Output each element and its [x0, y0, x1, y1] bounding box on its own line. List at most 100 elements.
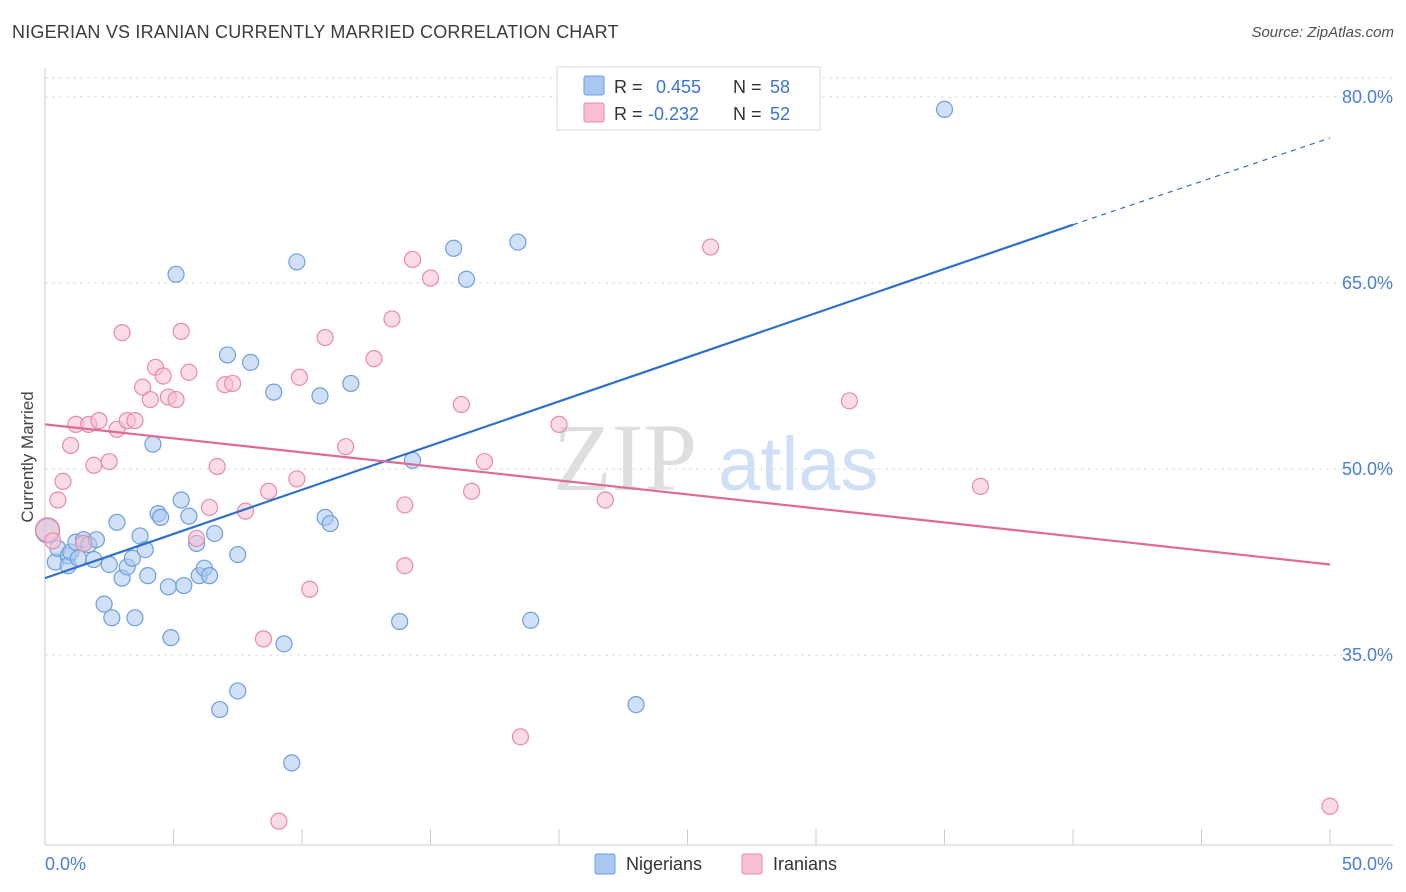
stats-legend: R = 0.455 N = 58 R = -0.232 N = 52 — [556, 66, 821, 131]
nigerian-point — [229, 682, 247, 700]
iranian-point — [62, 436, 80, 455]
iranian-point — [141, 390, 159, 409]
iranian-point — [301, 580, 319, 598]
nigerian-point — [167, 265, 185, 283]
legend-swatch-pink — [583, 102, 605, 123]
nigerian-point — [126, 609, 144, 627]
iranian-point — [200, 498, 219, 517]
axes — [44, 68, 1393, 846]
nigerian-point — [218, 346, 237, 364]
nigerian-point — [457, 270, 476, 288]
nigerian-point — [200, 567, 219, 585]
iranian-point — [316, 328, 334, 347]
legend-swatch-blue — [583, 75, 605, 96]
iranian-point — [452, 395, 470, 414]
y-tick-label-35: 35.0% — [1342, 645, 1393, 665]
iranian-point — [113, 324, 131, 342]
legend-n-label-1: N = — [733, 77, 762, 97]
iranian-point — [100, 452, 118, 471]
iranian-point — [74, 534, 93, 553]
iranian-point — [54, 472, 72, 490]
series-legend: Nigerians Iranians — [594, 853, 837, 875]
watermark-zip: ZIP — [553, 404, 697, 511]
nigerian-point — [103, 609, 121, 627]
nigerians-points — [34, 100, 954, 772]
iranian-point — [167, 390, 185, 409]
iranians-points — [34, 238, 1339, 830]
nigerian-point — [152, 508, 170, 526]
iranian-point — [259, 482, 278, 500]
legend-r-label-1: R = — [614, 77, 643, 97]
iranian-point — [702, 238, 720, 256]
nigerian-point — [144, 435, 162, 453]
nigerian-point — [627, 695, 645, 714]
nigerian-point — [509, 233, 527, 251]
nigerian-point — [445, 239, 463, 257]
nigerian-point — [172, 491, 190, 509]
iranian-point — [1321, 797, 1339, 815]
iranian-point — [596, 491, 614, 509]
nigerian-point — [123, 549, 141, 567]
iranian-point — [288, 470, 306, 488]
iranian-point — [337, 438, 355, 456]
nigerian-point — [95, 595, 113, 613]
nigerian-point — [229, 545, 247, 564]
watermark-atlas: atlas — [718, 422, 879, 507]
nigerian-point — [162, 629, 180, 647]
iranian-point — [134, 378, 152, 396]
legend-iranians-swatch[interactable] — [741, 853, 763, 875]
trend-lines — [44, 137, 1331, 580]
nigerian-point — [275, 635, 293, 653]
iranian-point — [85, 456, 103, 474]
nigerian-point — [139, 567, 157, 585]
iranian-point — [463, 482, 481, 500]
nigerian-point — [391, 612, 409, 631]
nigerian-point — [242, 353, 260, 371]
nigerians-trend-line — [44, 223, 1074, 580]
x-tick-label-max: 50.0% — [1342, 854, 1393, 874]
nigerians-trend-extension — [1072, 137, 1331, 226]
iranian-point — [172, 322, 190, 340]
iranian-point — [188, 529, 206, 548]
nigerian-point — [108, 513, 126, 531]
iranian-point — [396, 557, 414, 575]
nigerian-point — [180, 507, 198, 525]
legend-r-label-2: R = — [614, 104, 643, 124]
legend-nigerians-swatch[interactable] — [594, 853, 616, 875]
legend-iranians-label[interactable]: Iranians — [773, 854, 837, 874]
iranian-point — [475, 452, 494, 471]
y-tick-label-50: 50.0% — [1342, 459, 1393, 479]
nigerian-point — [522, 611, 540, 629]
y-tick-label-80: 80.0% — [1342, 87, 1393, 107]
iranian-point — [270, 812, 288, 830]
iranian-point — [90, 412, 108, 430]
legend-n-label-2: N = — [733, 104, 762, 124]
iranian-point — [396, 496, 414, 514]
y-tick-labels: 35.0% 50.0% 65.0% 80.0% — [1342, 87, 1393, 665]
legend-n-value-2: 52 — [770, 104, 790, 124]
nigerian-point — [206, 524, 224, 543]
iranian-point — [154, 367, 172, 385]
iranian-point — [550, 415, 568, 433]
iranian-point — [383, 310, 401, 328]
nigerian-point — [321, 514, 339, 533]
iranian-point — [403, 250, 422, 269]
nigerian-point — [342, 374, 360, 393]
iranian-point — [254, 630, 273, 648]
x-tick-label-min: 0.0% — [45, 854, 86, 874]
legend-r-value-2: -0.232 — [648, 104, 699, 124]
iranian-point — [290, 368, 309, 386]
nigerian-point — [283, 754, 301, 772]
legend-nigerians-label[interactable]: Nigerians — [626, 854, 702, 874]
y-axis-title: Currently Married — [18, 391, 37, 522]
iranian-point — [224, 374, 242, 393]
iranian-point — [126, 412, 144, 430]
y-tick-label-65: 65.0% — [1342, 273, 1393, 293]
legend-n-value-1: 58 — [770, 77, 790, 97]
x-tick-labels: 0.0% 50.0% — [45, 854, 1393, 874]
nigerian-point — [265, 383, 283, 401]
chart-title: NIGERIAN VS IRANIAN CURRENTLY MARRIED CO… — [12, 22, 619, 42]
iranian-point — [49, 491, 67, 509]
iranians-trend-line — [44, 423, 1331, 566]
